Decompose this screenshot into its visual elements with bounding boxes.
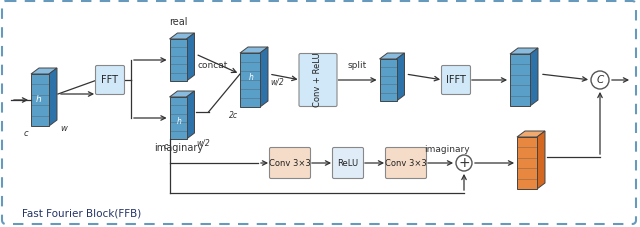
Polygon shape [170,91,195,97]
Text: Fast Fourier Block(FFB): Fast Fourier Block(FFB) [22,208,141,218]
FancyBboxPatch shape [385,148,426,178]
FancyBboxPatch shape [299,54,337,106]
Polygon shape [260,47,268,107]
FancyBboxPatch shape [380,59,397,101]
Polygon shape [49,68,57,126]
Circle shape [591,71,609,89]
FancyBboxPatch shape [2,1,636,224]
Text: split: split [348,62,367,71]
Text: C: C [596,75,604,85]
Polygon shape [517,131,545,137]
Text: Conv 3×3: Conv 3×3 [385,158,427,168]
Text: IFFT: IFFT [446,75,466,85]
Circle shape [456,155,472,171]
Text: imaginary: imaginary [154,143,204,153]
Polygon shape [240,47,268,53]
Polygon shape [537,131,545,189]
FancyBboxPatch shape [31,74,49,126]
Polygon shape [170,33,195,39]
Text: c: c [163,142,168,151]
FancyBboxPatch shape [170,97,186,139]
Text: h: h [177,116,181,126]
Text: +: + [458,156,470,170]
Polygon shape [510,48,538,54]
Text: w/2: w/2 [196,139,211,148]
Text: c: c [24,129,28,138]
Text: Conv + ReLU: Conv + ReLU [314,53,323,107]
Text: h: h [248,74,253,82]
Polygon shape [530,48,538,106]
Polygon shape [380,53,404,59]
FancyBboxPatch shape [517,137,537,189]
Text: concat: concat [197,62,227,71]
FancyBboxPatch shape [170,39,186,81]
Text: imaginary: imaginary [424,145,470,153]
Text: w: w [60,124,67,133]
Text: real: real [169,17,188,27]
FancyBboxPatch shape [333,148,364,178]
Text: Conv 3×3: Conv 3×3 [269,158,311,168]
Text: 2c: 2c [229,111,238,120]
Text: FFT: FFT [102,75,118,85]
FancyBboxPatch shape [95,66,125,94]
FancyBboxPatch shape [240,53,260,107]
FancyBboxPatch shape [442,66,470,94]
Text: ReLU: ReLU [337,158,358,168]
Polygon shape [397,53,404,101]
Text: h: h [36,96,42,104]
FancyBboxPatch shape [510,54,530,106]
Text: w/2: w/2 [270,77,284,86]
FancyBboxPatch shape [269,148,310,178]
Polygon shape [186,33,195,81]
Polygon shape [186,91,195,139]
Polygon shape [31,68,57,74]
